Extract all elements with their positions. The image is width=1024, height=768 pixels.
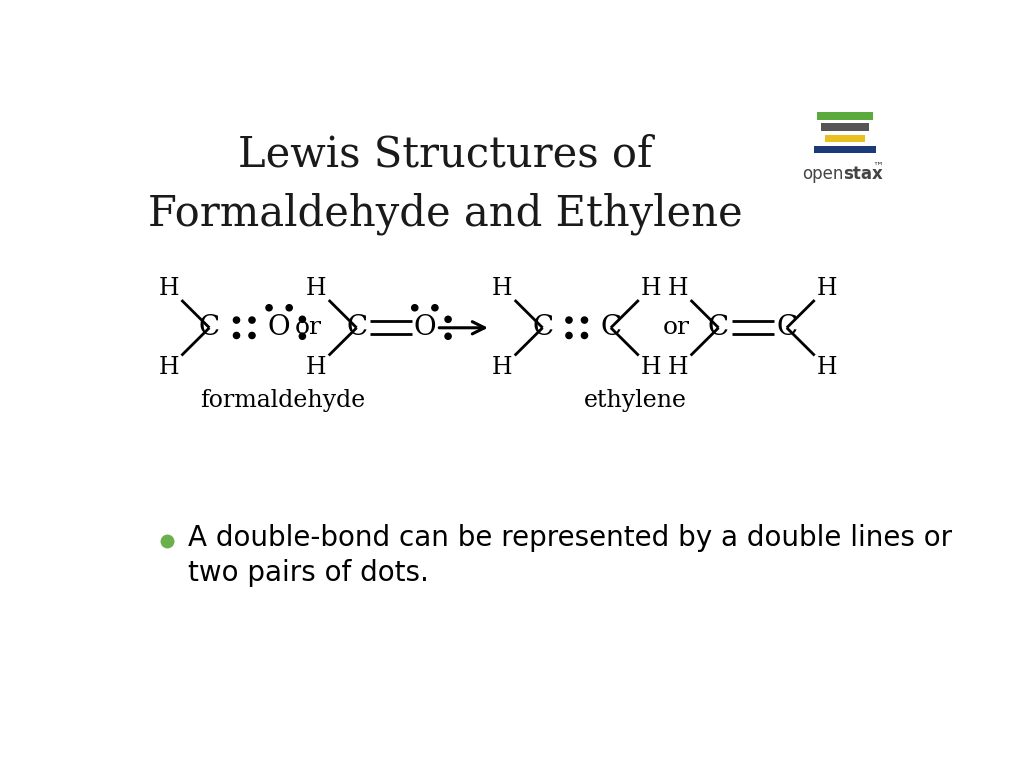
Circle shape <box>582 333 588 339</box>
Text: C: C <box>346 314 368 341</box>
Bar <box>821 124 869 131</box>
Text: Formaldehyde and Ethylene: Formaldehyde and Ethylene <box>148 193 742 235</box>
Circle shape <box>249 317 255 323</box>
Text: A double-bond can be represented by a double lines or: A double-bond can be represented by a do… <box>188 524 952 552</box>
Text: H: H <box>641 356 662 379</box>
Text: formaldehyde: formaldehyde <box>201 389 366 412</box>
Circle shape <box>445 333 452 339</box>
Text: two pairs of dots.: two pairs of dots. <box>188 559 429 588</box>
Text: ethylene: ethylene <box>584 389 687 412</box>
Text: H: H <box>641 277 662 300</box>
Text: H: H <box>306 356 327 379</box>
Text: H: H <box>668 356 688 379</box>
Text: or: or <box>664 316 690 339</box>
Text: open: open <box>802 164 844 183</box>
Circle shape <box>233 333 240 339</box>
Text: Lewis Structures of: Lewis Structures of <box>239 134 652 176</box>
Text: H: H <box>159 356 179 379</box>
Circle shape <box>249 333 255 339</box>
Circle shape <box>299 316 305 323</box>
Circle shape <box>566 317 572 323</box>
Text: or: or <box>294 316 322 339</box>
Text: H: H <box>668 277 688 300</box>
Circle shape <box>432 305 438 311</box>
Circle shape <box>299 333 305 339</box>
Text: O: O <box>268 314 291 341</box>
Circle shape <box>566 333 572 339</box>
Text: ™: ™ <box>872 162 884 172</box>
Text: C: C <box>708 314 729 341</box>
Bar <box>824 134 865 142</box>
Text: C: C <box>532 314 553 341</box>
Text: H: H <box>159 277 179 300</box>
Text: stax: stax <box>844 164 883 183</box>
Text: O: O <box>414 314 436 341</box>
Bar <box>814 146 876 154</box>
Text: C: C <box>776 314 798 341</box>
Circle shape <box>286 305 292 311</box>
Text: H: H <box>817 277 838 300</box>
Text: H: H <box>306 277 327 300</box>
Circle shape <box>266 305 272 311</box>
Text: C: C <box>199 314 220 341</box>
Text: H: H <box>817 356 838 379</box>
Text: H: H <box>493 356 513 379</box>
Bar <box>817 112 872 120</box>
Circle shape <box>445 316 452 323</box>
Text: C: C <box>600 314 622 341</box>
Circle shape <box>412 305 418 311</box>
Circle shape <box>233 317 240 323</box>
Circle shape <box>582 317 588 323</box>
Text: H: H <box>493 277 513 300</box>
